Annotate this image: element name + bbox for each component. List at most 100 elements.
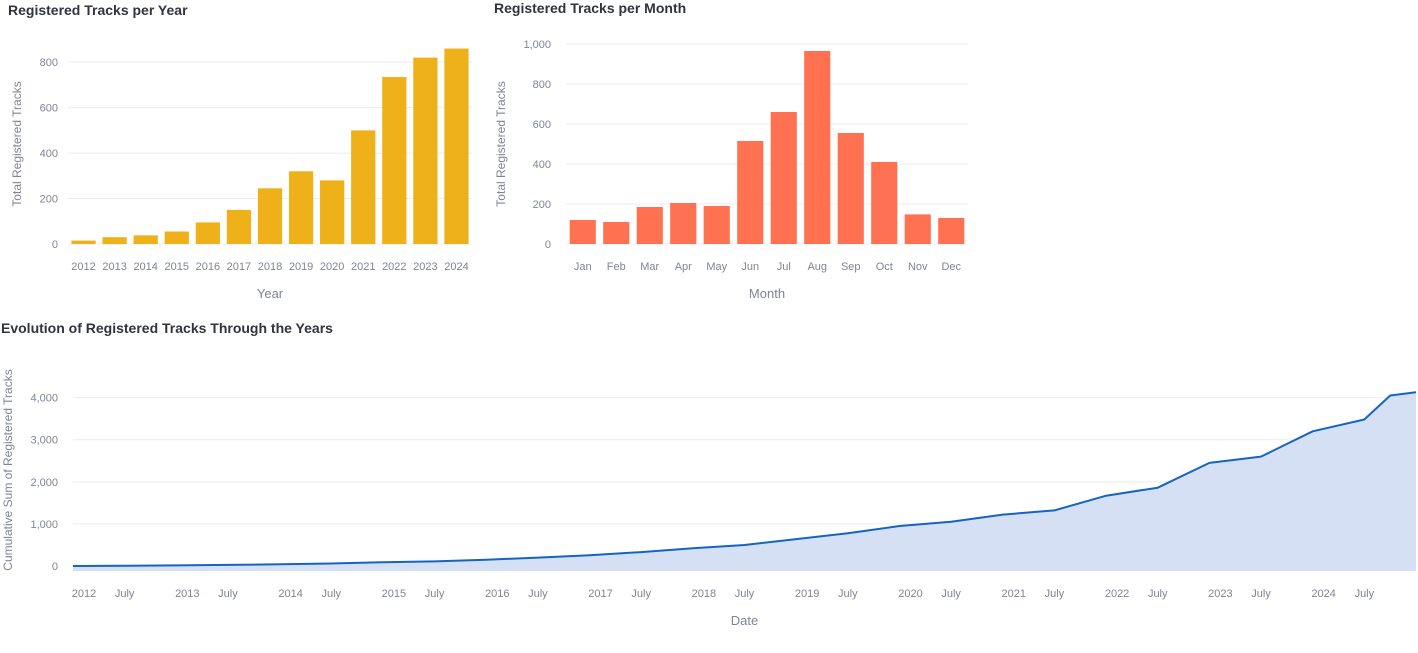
x-tick-label: 2020: [320, 261, 344, 273]
x-tick-label: 2020: [898, 588, 922, 600]
chart-title: Evolution of Registered Tracks Through t…: [1, 320, 333, 336]
bar-2017: [226, 209, 252, 244]
y-axis-label: Total Registered Tracks: [494, 81, 508, 206]
x-axis-label: Month: [749, 286, 785, 301]
x-axis-label: Year: [257, 286, 284, 301]
x-tick-label: 2022: [382, 261, 406, 273]
x-tick-label: Sep: [841, 261, 861, 273]
x-tick-label: Aug: [807, 261, 827, 273]
bar-2014: [133, 235, 158, 244]
x-tick-label: July: [1251, 588, 1271, 600]
y-axis-label: Cumulative Sum of Registered Tracks: [1, 369, 15, 570]
x-tick-label: Nov: [908, 261, 928, 273]
bar-2015: [164, 231, 189, 244]
cumulative-line: [72, 391, 1417, 567]
x-tick-label: July: [218, 588, 238, 600]
bar-2020: [320, 180, 345, 244]
y-tick-label: 0: [52, 561, 58, 573]
y-tick-label: 1,000: [30, 519, 58, 531]
bar-2018: [257, 188, 283, 244]
chart-title: Registered Tracks per Year: [8, 2, 188, 18]
x-axis-label: Date: [731, 613, 758, 628]
x-tick-label: Apr: [675, 261, 692, 273]
x-tick-label: Feb: [607, 261, 626, 273]
x-tick-label: Jul: [777, 261, 791, 273]
x-tick-label: 2021: [1002, 588, 1026, 600]
bar-Sep: [837, 133, 864, 244]
bar-2019: [288, 171, 314, 244]
bar-Dec: [938, 218, 965, 244]
x-tick-label: 2023: [1208, 588, 1232, 600]
bar-Mar: [636, 207, 663, 244]
bar-2012: [71, 240, 96, 244]
x-tick-label: July: [735, 588, 755, 600]
area-chart: Evolution of Registered Tracks Through t…: [1, 320, 1417, 628]
y-tick-label: 600: [40, 103, 58, 115]
y-tick-label: 1,000: [523, 39, 551, 51]
y-tick-label: 0: [545, 239, 551, 251]
y-tick-label: 0: [52, 239, 58, 251]
x-tick-label: July: [941, 588, 961, 600]
x-tick-label: Dec: [941, 261, 961, 273]
y-tick-label: 600: [533, 119, 551, 131]
bar-2021: [351, 130, 376, 244]
x-tick-label: 2017: [227, 261, 251, 273]
bar-2024: [444, 48, 469, 244]
chart-title: Registered Tracks per Month: [494, 0, 686, 16]
x-tick-label: 2014: [133, 261, 157, 273]
x-tick-label: July: [1045, 588, 1065, 600]
x-tick-label: July: [838, 588, 858, 600]
bar-chart-1: Registered Tracks per Year 0 200 400 600 800 2…: [8, 2, 472, 301]
bar-Jan: [569, 220, 596, 244]
x-tick-label: 2013: [102, 261, 126, 273]
y-tick-label: 4,000: [30, 393, 58, 405]
y-tick-label: 2,000: [30, 477, 58, 489]
y-tick-label: 200: [40, 194, 58, 206]
x-tick-label: 2016: [485, 588, 509, 600]
bar-chart-2: Registered Tracks per Month 0 200 400 600 800…: [494, 0, 968, 301]
y-tick-label: 800: [40, 57, 58, 69]
x-tick-label: 2015: [165, 261, 189, 273]
x-tick-label: 2023: [413, 261, 437, 273]
y-tick-label: 3,000: [30, 435, 58, 447]
x-tick-label: July: [425, 588, 445, 600]
bar-Jun: [737, 141, 764, 244]
x-tick-label: 2021: [351, 261, 375, 273]
bar-Jul: [770, 112, 797, 244]
bar-Aug: [804, 51, 831, 244]
x-tick-label: July: [321, 588, 341, 600]
x-tick-label: Jun: [741, 261, 759, 273]
bar-2013: [102, 237, 127, 244]
x-tick-label: 2016: [196, 261, 220, 273]
bar-2023: [413, 57, 438, 244]
bar-May: [703, 206, 730, 244]
x-tick-label: 2013: [175, 588, 199, 600]
x-tick-label: 2017: [588, 588, 612, 600]
bar-2022: [382, 76, 407, 244]
x-tick-label: 2024: [1311, 588, 1335, 600]
bar-Nov: [904, 214, 931, 244]
bar-Feb: [603, 222, 630, 244]
y-axis-label: Total Registered Tracks: [10, 81, 24, 206]
x-tick-label: July: [1148, 588, 1168, 600]
x-tick-label: 2012: [72, 588, 96, 600]
x-tick-label: Mar: [640, 261, 659, 273]
x-tick-label: July: [528, 588, 548, 600]
x-tick-label: July: [631, 588, 651, 600]
x-tick-label: 2015: [382, 588, 406, 600]
x-tick-label: 2014: [278, 588, 302, 600]
x-tick-label: 2018: [258, 261, 282, 273]
y-tick-label: 400: [40, 148, 58, 160]
x-tick-label: Oct: [876, 261, 893, 273]
bar-2016: [195, 222, 220, 244]
x-tick-label: July: [115, 588, 135, 600]
x-tick-label: 2022: [1105, 588, 1129, 600]
x-tick-label: 2012: [71, 261, 95, 273]
x-tick-label: 2019: [795, 588, 819, 600]
x-tick-label: 2018: [692, 588, 716, 600]
bar-Oct: [871, 162, 898, 244]
y-tick-label: 200: [533, 199, 551, 211]
x-tick-label: 2024: [444, 261, 468, 273]
